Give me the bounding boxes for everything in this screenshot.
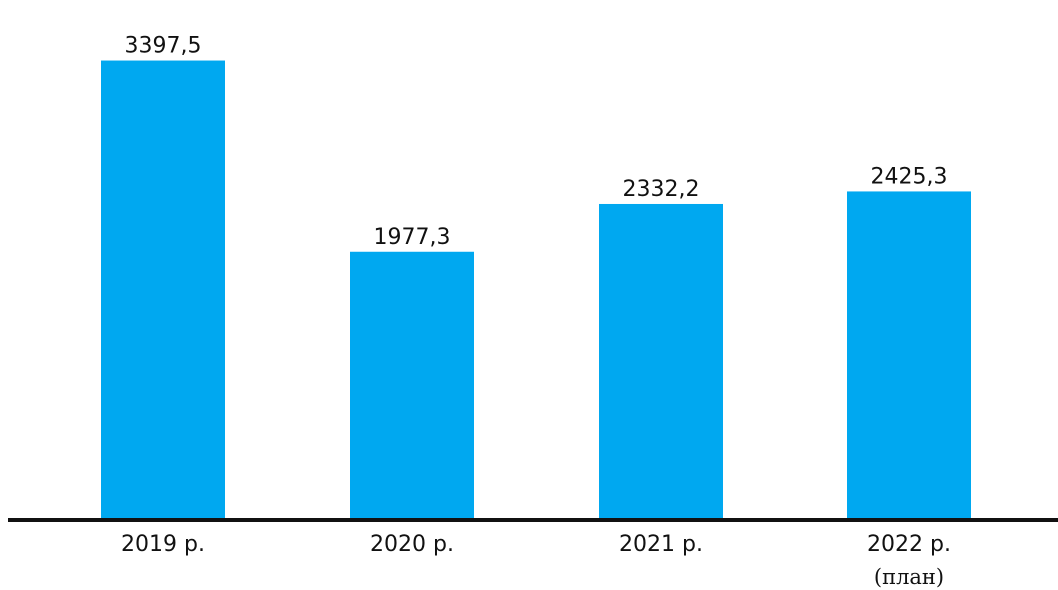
value-label-0: 3397,5 (125, 34, 202, 59)
category-label-2: 2021 р. (619, 532, 703, 557)
bar-2 (599, 203, 723, 519)
category-label-1: 2020 р. (370, 532, 454, 557)
value-label-1: 1977,3 (374, 225, 451, 250)
bars-group (101, 60, 971, 519)
labels-group: 3397,5 2019 р. 1977,3 2020 р. 2332,2 2021 р. 2… (121, 34, 951, 589)
category-label-3: 2022 р. (867, 532, 951, 557)
category-label-0: 2019 р. (121, 532, 205, 557)
bar-3 (847, 191, 971, 518)
value-label-2: 2332,2 (623, 177, 700, 202)
value-label-3: 2425,3 (871, 164, 948, 189)
bar-0 (101, 60, 225, 518)
bar-1 (350, 251, 474, 518)
category-note-3: (план) (874, 565, 944, 589)
